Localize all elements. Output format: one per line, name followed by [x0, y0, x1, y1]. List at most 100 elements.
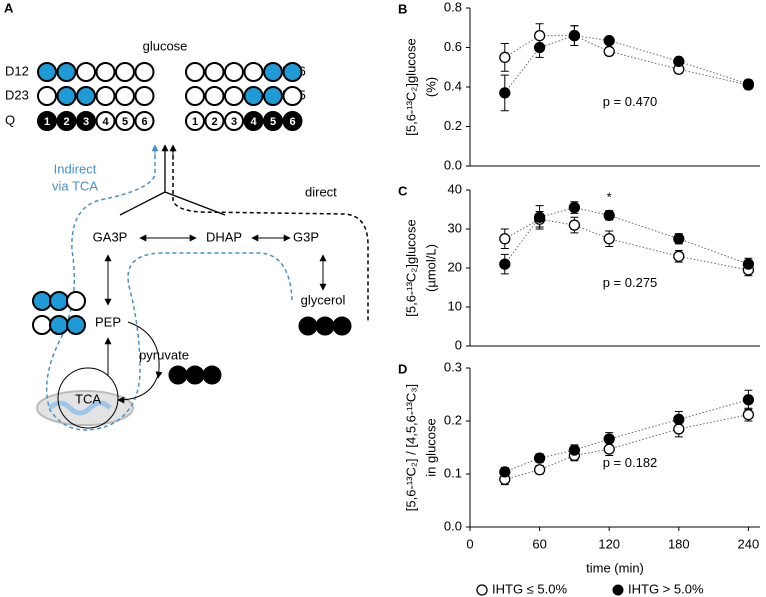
carbon-atom	[32, 315, 52, 335]
carbon-atom	[282, 62, 303, 82]
data-point	[742, 78, 755, 90]
y-tick-label: 20	[448, 259, 462, 274]
node-label: pyruvate	[139, 347, 189, 362]
carbon-number: 6	[141, 116, 147, 128]
panel-label: A	[4, 0, 14, 15]
carbon-atom	[224, 86, 244, 106]
y-axis-label: in glucose	[423, 418, 438, 477]
carbon-atom	[224, 62, 244, 82]
carbon-atom	[115, 86, 135, 106]
carbon-atom	[185, 111, 205, 131]
y-axis-label: (%)	[423, 77, 438, 97]
data-point	[742, 408, 755, 421]
carbon-atom	[263, 86, 283, 106]
carbon-atom	[56, 62, 77, 82]
legend: IHTG ≤ 5.0% IHTG > 5.0%	[476, 581, 704, 596]
carbon-atom	[298, 316, 318, 336]
data-point	[499, 51, 511, 64]
data-point	[603, 209, 615, 222]
data-point	[673, 233, 685, 245]
y-tick-label: 10	[448, 298, 462, 313]
x-axis-label: time (min)	[586, 560, 644, 575]
data-point	[499, 258, 511, 270]
data-point	[533, 452, 546, 464]
direct-label: direct	[305, 184, 337, 199]
carbon-atom	[263, 111, 283, 131]
series-line	[504, 399, 749, 473]
y-axis-label: [5,6-¹³C₂] / [4,5,6-¹³C₃]	[403, 384, 418, 511]
node-label: glycerol	[301, 292, 346, 307]
series-line	[504, 35, 749, 94]
carbon-atom	[168, 365, 188, 385]
legend-marker	[476, 584, 488, 596]
series-line	[504, 414, 749, 480]
data-point	[603, 233, 615, 245]
annotation: p = 0.470	[603, 94, 658, 109]
data-point	[533, 41, 546, 54]
carbon-atom	[76, 62, 96, 82]
data-point	[673, 250, 685, 262]
y-axis-label: [5,6-¹³C₂]glucose	[403, 38, 418, 136]
carbon-number: 4	[102, 116, 109, 128]
carbon-atom	[95, 86, 116, 106]
y-tick-label: 0.1	[444, 465, 462, 480]
annotation: p = 0.182	[603, 455, 658, 470]
carbon-atom	[66, 315, 86, 335]
carbon-atom	[56, 111, 77, 131]
carbon-number: 6	[289, 116, 295, 128]
y-tick-label: 0.6	[444, 39, 462, 54]
data-point	[603, 443, 615, 455]
carbon-number: 2	[211, 116, 217, 128]
carbon-atom	[282, 111, 303, 131]
carbon-atom	[185, 365, 205, 385]
y-tick-label: 0.3	[444, 359, 462, 374]
carbon-atom	[243, 111, 264, 131]
carbon-atom	[95, 62, 116, 82]
carbon-atom	[115, 111, 135, 131]
series-line	[504, 35, 749, 86]
node-label: DHAP	[206, 229, 242, 244]
panel-label: D	[398, 361, 407, 376]
carbon-number: 3	[83, 116, 89, 128]
glucose-label: glucose	[143, 38, 188, 53]
row-label: Q	[5, 112, 15, 127]
carbon-atom	[243, 62, 264, 82]
carbon-number: 2	[63, 116, 69, 128]
panel-label: C	[398, 183, 408, 198]
x-tick-label: 180	[668, 536, 690, 551]
y-tick-label: 0.0	[444, 518, 462, 533]
carbon-atom	[76, 86, 96, 106]
carbon-number: 5	[122, 116, 128, 128]
carbon-atom	[204, 86, 225, 106]
carbon-number: 1	[44, 116, 50, 128]
carbon-atom	[134, 111, 155, 131]
data-point	[568, 444, 581, 456]
row-label: D23	[5, 87, 29, 102]
data-point	[603, 433, 615, 445]
carbon-atom	[263, 62, 283, 82]
indirect-label: Indirect	[54, 161, 97, 176]
node-label: G3P	[293, 229, 319, 244]
arrow	[117, 374, 159, 404]
carbon-atom	[204, 62, 225, 82]
data-point	[742, 258, 755, 270]
carbon-atom	[243, 86, 264, 106]
series-line	[504, 218, 749, 271]
mitochondrion	[36, 390, 134, 426]
carbon-atom	[56, 86, 77, 106]
mitochondrion-cristae	[48, 400, 112, 416]
node-label: TCA	[75, 391, 101, 406]
carbon-atom	[37, 62, 57, 82]
y-tick-label: 30	[448, 220, 462, 235]
series-line	[504, 207, 749, 265]
annotation: p = 0.275	[603, 275, 658, 290]
legend-label: IHTG > 5.0%	[628, 581, 704, 596]
panel-label: B	[398, 1, 407, 16]
data-point	[673, 55, 685, 67]
data-point	[533, 30, 546, 42]
carbon-atom	[185, 86, 205, 106]
data-point	[673, 413, 685, 426]
data-point	[499, 233, 511, 245]
carbon-atom	[204, 111, 225, 131]
row-label: D12	[5, 63, 29, 78]
